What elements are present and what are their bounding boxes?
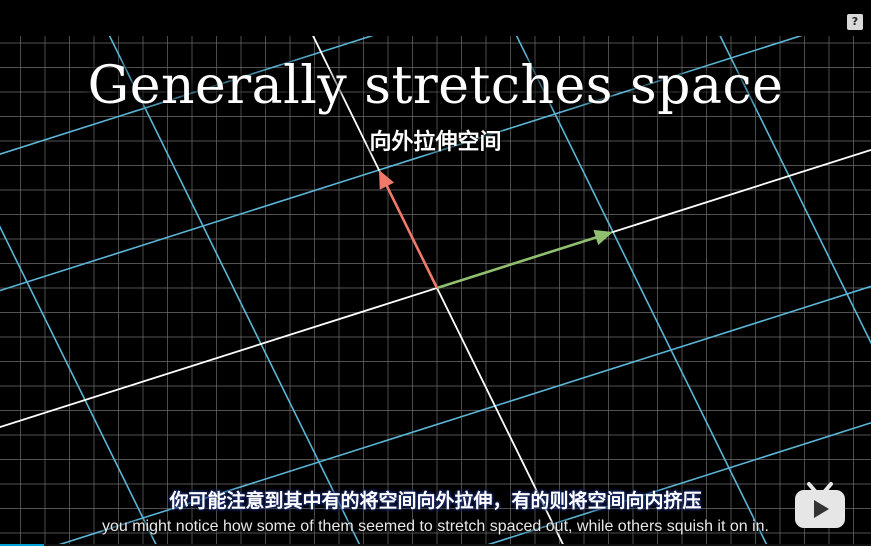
basis-vector-i-shaft	[437, 237, 596, 288]
basis-vectors	[379, 170, 613, 288]
subtitle-chinese: 你可能注意到其中有的将空间向外拉伸，有的则将空间向内挤压	[0, 486, 871, 513]
basis-vector-j-shaft	[387, 186, 437, 288]
top-letterbox	[0, 0, 871, 36]
help-button[interactable]: ?	[847, 14, 863, 30]
basis-vector-i-head	[593, 230, 613, 245]
video-title-chinese: 向外拉伸空间	[0, 124, 871, 156]
video-title: Generally stretches space	[0, 56, 871, 116]
bilibili-tv-logo-icon[interactable]	[793, 480, 847, 530]
subtitle-english: you might notice how some of them seemed…	[0, 518, 871, 536]
